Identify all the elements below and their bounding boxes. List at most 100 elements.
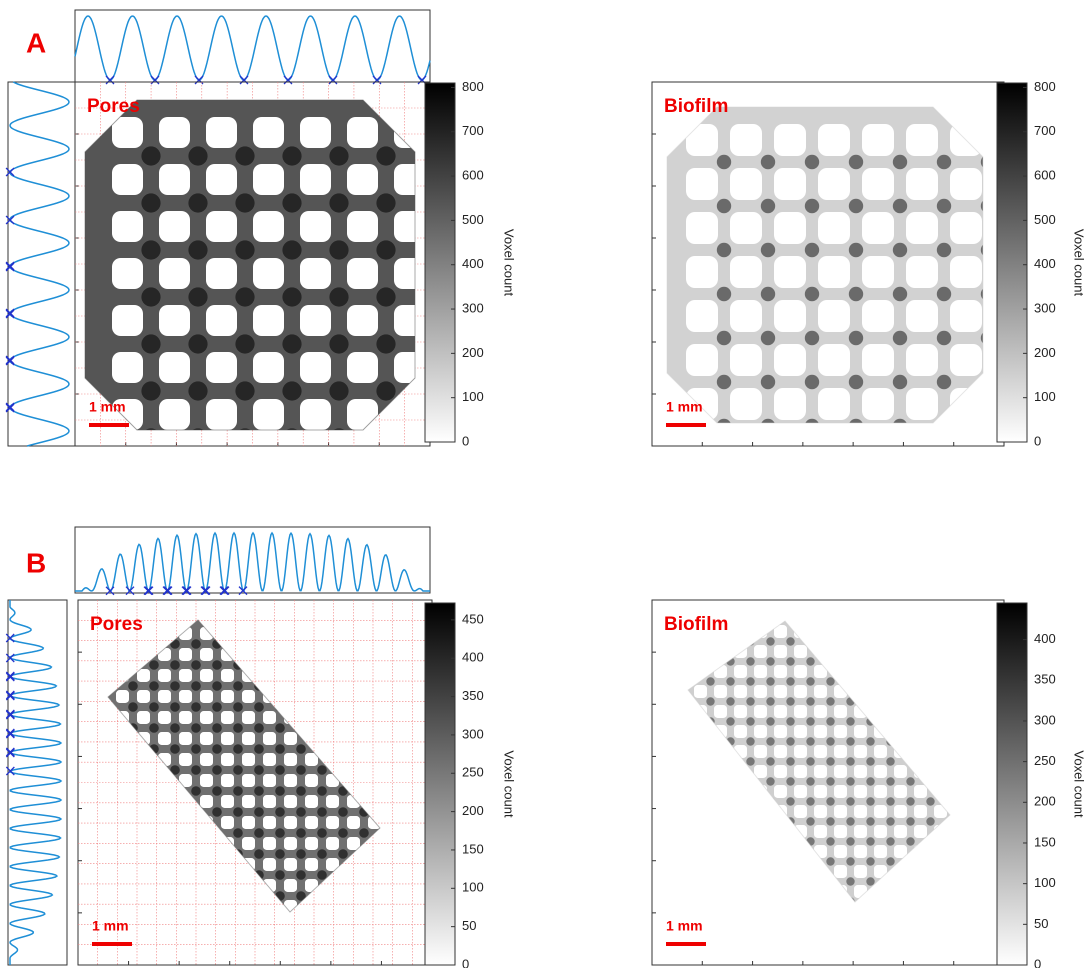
node <box>746 897 755 902</box>
node <box>968 954 978 964</box>
pore <box>974 765 987 778</box>
pore <box>116 774 129 787</box>
profile-marker <box>181 586 191 596</box>
pore <box>488 493 519 524</box>
pore <box>767 816 780 829</box>
pore <box>788 858 801 871</box>
pore <box>950 564 982 596</box>
node <box>380 870 390 880</box>
pore <box>389 669 402 682</box>
node <box>470 898 489 917</box>
pore <box>368 711 380 724</box>
pore <box>242 774 255 787</box>
pore <box>368 690 380 703</box>
node <box>863 660 873 670</box>
node <box>380 723 390 733</box>
node <box>632 765 642 775</box>
node <box>317 786 327 796</box>
pore <box>872 669 885 682</box>
pore <box>704 858 717 871</box>
pore <box>746 942 759 955</box>
node <box>848 286 864 302</box>
pore <box>1074 645 1087 658</box>
pore <box>746 858 759 871</box>
pore <box>535 493 566 524</box>
pore <box>599 711 612 724</box>
node <box>128 954 138 964</box>
pore <box>137 711 150 724</box>
node <box>906 917 914 925</box>
node <box>786 637 795 646</box>
node <box>564 804 583 823</box>
pore <box>535 540 566 571</box>
pore <box>488 540 519 571</box>
pore <box>854 625 867 638</box>
node <box>849 947 863 961</box>
pore <box>158 711 171 724</box>
node <box>1081 522 1088 541</box>
node <box>611 870 621 880</box>
node <box>359 828 369 838</box>
pore <box>557 942 570 955</box>
node <box>517 569 536 588</box>
pore <box>686 872 718 904</box>
colorbar-tick-label: 600 <box>1034 168 1056 183</box>
node <box>806 877 815 886</box>
pore <box>1082 300 1088 332</box>
pore <box>950 520 982 552</box>
pore <box>714 945 727 958</box>
colorbar-tick-label: 700 <box>462 123 484 138</box>
node <box>611 569 630 588</box>
node <box>737 933 747 943</box>
node <box>805 507 819 521</box>
pore <box>906 740 938 772</box>
node <box>233 891 243 901</box>
pore <box>683 858 696 871</box>
node <box>141 475 160 494</box>
node <box>564 663 583 682</box>
node <box>926 717 935 726</box>
pore <box>893 627 906 640</box>
node <box>569 744 579 754</box>
node <box>906 637 915 646</box>
node <box>658 945 677 964</box>
node <box>705 851 724 870</box>
pore <box>767 921 780 934</box>
pore <box>347 164 378 195</box>
node <box>937 947 951 961</box>
node <box>170 828 180 838</box>
node <box>726 797 735 806</box>
pore <box>834 745 847 758</box>
pore <box>862 300 894 332</box>
pore <box>305 942 318 955</box>
node <box>1073 870 1083 880</box>
node <box>966 677 974 685</box>
node <box>726 877 735 886</box>
node <box>564 428 583 447</box>
node <box>761 551 775 565</box>
pore <box>116 711 129 724</box>
pore <box>934 685 947 698</box>
pore <box>817 493 848 524</box>
pore <box>116 858 129 871</box>
pore <box>494 627 507 640</box>
pore <box>1052 681 1083 712</box>
pore <box>906 212 938 244</box>
node <box>128 702 138 712</box>
node <box>569 702 579 712</box>
colorbar-tick-label: 100 <box>1034 875 1056 890</box>
node <box>658 804 677 823</box>
pore <box>410 732 423 745</box>
pore <box>1061 879 1074 892</box>
node <box>866 737 875 746</box>
pore <box>686 740 718 772</box>
node <box>611 849 621 859</box>
pore <box>683 732 696 745</box>
pore <box>347 634 378 665</box>
node <box>212 660 222 670</box>
node <box>968 765 978 775</box>
node <box>842 912 852 922</box>
pore <box>956 711 969 724</box>
pore <box>1082 520 1088 552</box>
node <box>947 828 957 838</box>
